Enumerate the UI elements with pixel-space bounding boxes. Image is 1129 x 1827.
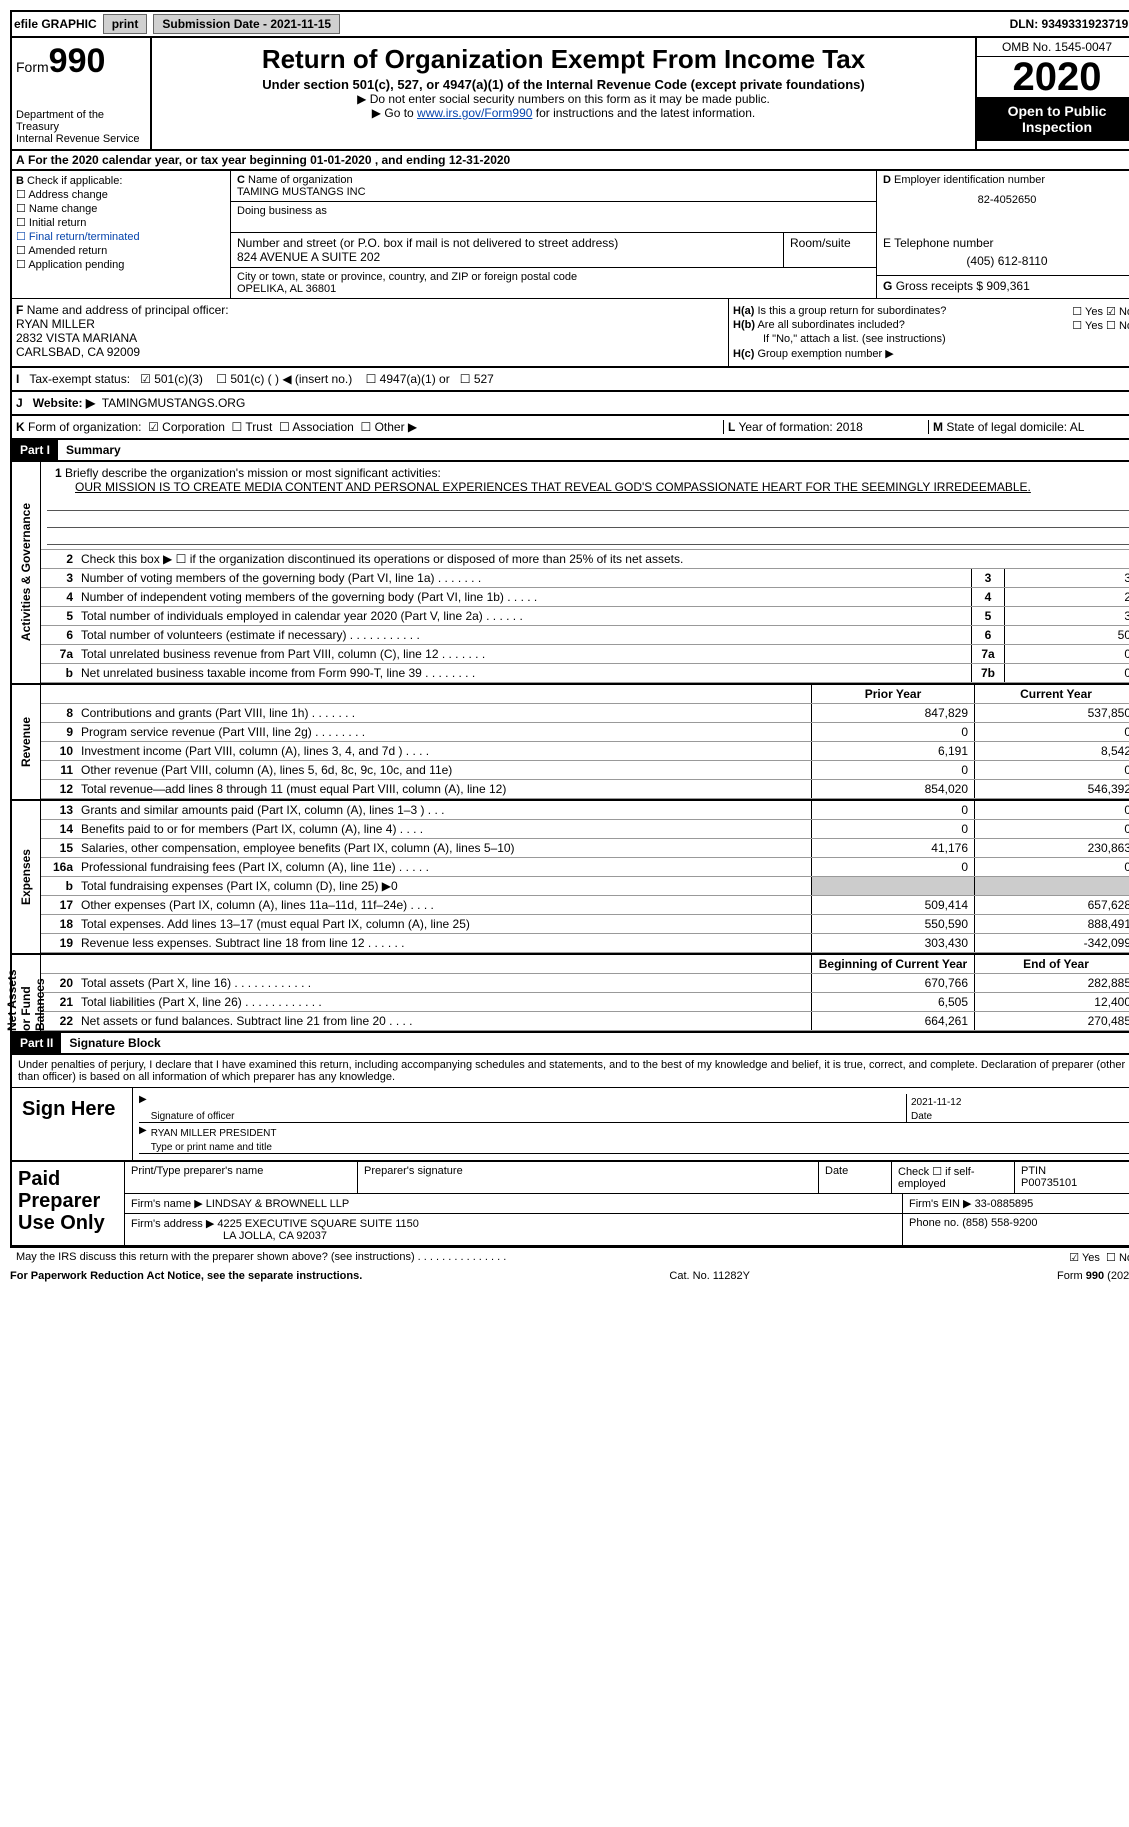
discuss-no[interactable]: [1106, 1252, 1119, 1264]
dln: DLN: 93493319237191: [1010, 17, 1129, 31]
officer-name-title: RYAN MILLER PRESIDENT: [151, 1128, 277, 1139]
chk-app-pending[interactable]: ☐ Application pending: [16, 258, 226, 271]
form-label: Form: [16, 59, 49, 75]
data-row: 20Total assets (Part X, line 16) . . . .…: [41, 974, 1129, 993]
chk-trust[interactable]: [232, 420, 246, 434]
hb-yes[interactable]: [1072, 320, 1085, 332]
mission-text: OUR MISSION IS TO CREATE MEDIA CONTENT A…: [47, 480, 1129, 494]
chk-initial-return[interactable]: ☐ Initial return: [16, 216, 226, 229]
chk-final-return[interactable]: ☐ Final return/terminated: [16, 230, 226, 243]
data-row: 18Total expenses. Add lines 13–17 (must …: [41, 915, 1129, 934]
chk-4947[interactable]: [366, 372, 380, 386]
part1-header: Part ISummary: [10, 440, 1129, 462]
paid-preparer: Paid Preparer Use Only Print/Type prepar…: [10, 1162, 1129, 1247]
data-row: 11Other revenue (Part VIII, column (A), …: [41, 761, 1129, 780]
open-inspection: Open to Public Inspection: [977, 97, 1129, 141]
data-row: 13Grants and similar amounts paid (Part …: [41, 801, 1129, 820]
data-row: 16aProfessional fundraising fees (Part I…: [41, 858, 1129, 877]
chk-527[interactable]: [460, 372, 474, 386]
submission-date: Submission Date - 2021-11-15: [153, 14, 340, 34]
firm-name: LINDSAY & BROWNELL LLP: [206, 1198, 349, 1210]
irs-link[interactable]: www.irs.gov/Form990: [417, 106, 532, 120]
top-bar: efile GRAPHIC print Submission Date - 20…: [10, 10, 1129, 36]
line-j: J Website: ▶ TAMINGMUSTANGS.ORG: [10, 392, 1129, 416]
city: OPELIKA, AL 36801: [237, 283, 336, 295]
print-button[interactable]: print: [103, 14, 148, 34]
ha-yes[interactable]: [1072, 306, 1085, 318]
subtitle: Under section 501(c), 527, or 4947(a)(1)…: [156, 77, 971, 92]
gov-row: bNet unrelated business taxable income f…: [41, 664, 1129, 683]
data-row: 22Net assets or fund balances. Subtract …: [41, 1012, 1129, 1031]
revenue-section: Revenue Prior YearCurrent Year 8Contribu…: [10, 685, 1129, 801]
chk-address-change[interactable]: ☐ Address change: [16, 188, 226, 201]
discuss-line: May the IRS discuss this return with the…: [10, 1247, 1129, 1266]
data-row: 21Total liabilities (Part X, line 26) . …: [41, 993, 1129, 1012]
data-row: 17Other expenses (Part IX, column (A), l…: [41, 896, 1129, 915]
website: TAMINGMUSTANGS.ORG: [102, 396, 246, 410]
efile-label: efile GRAPHIC: [14, 17, 97, 31]
chk-name-change[interactable]: ☐ Name change: [16, 202, 226, 215]
gross-receipts: 909,361: [986, 279, 1029, 293]
gov-row: 3Number of voting members of the governi…: [41, 569, 1129, 588]
tax-year: 2020: [977, 57, 1129, 97]
signature-area: Under penalties of perjury, I declare th…: [10, 1055, 1129, 1162]
org-name: TAMING MUSTANGS INC: [237, 186, 366, 198]
sig-date: 2021-11-12: [911, 1097, 961, 1108]
hb-no[interactable]: [1106, 320, 1119, 332]
gov-row: 6Total number of volunteers (estimate if…: [41, 626, 1129, 645]
footer: For Paperwork Reduction Act Notice, see …: [10, 1266, 1129, 1286]
form-number: 990: [49, 42, 106, 80]
line-klm: K Form of organization: Corporation Trus…: [10, 416, 1129, 440]
form-title: Return of Organization Exempt From Incom…: [156, 44, 971, 75]
street: 824 AVENUE A SUITE 202: [237, 250, 380, 264]
gov-row: 4Number of independent voting members of…: [41, 588, 1129, 607]
chk-corp[interactable]: [148, 420, 162, 434]
line-i: I Tax-exempt status: 501(c)(3) 501(c) ( …: [10, 368, 1129, 392]
discuss-yes[interactable]: [1069, 1252, 1082, 1264]
chk-other[interactable]: [360, 420, 374, 434]
ptin: P00735101: [1021, 1177, 1077, 1189]
form-header: Form990 Department of the Treasury Inter…: [10, 36, 1129, 151]
dept1: Department of the Treasury: [16, 109, 146, 133]
gov-row: 5Total number of individuals employed in…: [41, 607, 1129, 626]
note2: Go to www.irs.gov/Form990 for instructio…: [156, 106, 971, 120]
chk-assoc[interactable]: [279, 420, 292, 434]
data-row: 9Program service revenue (Part VIII, lin…: [41, 723, 1129, 742]
data-row: bTotal fundraising expenses (Part IX, co…: [41, 877, 1129, 896]
netassets-section: Net Assets or Fund Balances Beginning of…: [10, 955, 1129, 1033]
officer-name: RYAN MILLER: [16, 317, 95, 331]
data-row: 14Benefits paid to or for members (Part …: [41, 820, 1129, 839]
expenses-section: Expenses 13Grants and similar amounts pa…: [10, 801, 1129, 955]
governance-section: Activities & Governance 1 Briefly descri…: [10, 462, 1129, 685]
dept2: Internal Revenue Service: [16, 133, 146, 145]
section-f-h: F Name and address of principal officer:…: [10, 298, 1129, 368]
line-a: A For the 2020 calendar year, or tax yea…: [10, 151, 1129, 171]
ein: 82-4052650: [883, 186, 1129, 206]
phone: (405) 612-8110: [883, 250, 1129, 272]
part2-header: Part IISignature Block: [10, 1033, 1129, 1055]
data-row: 19Revenue less expenses. Subtract line 1…: [41, 934, 1129, 953]
chk-amended[interactable]: ☐ Amended return: [16, 244, 226, 257]
gov-row: 7aTotal unrelated business revenue from …: [41, 645, 1129, 664]
chk-501c3[interactable]: [140, 372, 154, 386]
section-b-thru-g: B Check if applicable: ☐ Address change …: [10, 171, 1129, 298]
data-row: 10Investment income (Part VIII, column (…: [41, 742, 1129, 761]
firm-phone: (858) 558-9200: [962, 1217, 1037, 1229]
ha-no[interactable]: [1106, 306, 1119, 318]
note1: Do not enter social security numbers on …: [156, 92, 971, 106]
data-row: 15Salaries, other compensation, employee…: [41, 839, 1129, 858]
chk-501c[interactable]: [216, 372, 230, 386]
data-row: 12Total revenue—add lines 8 through 11 (…: [41, 780, 1129, 799]
data-row: 8Contributions and grants (Part VIII, li…: [41, 704, 1129, 723]
firm-ein: 33-0885895: [975, 1198, 1034, 1210]
